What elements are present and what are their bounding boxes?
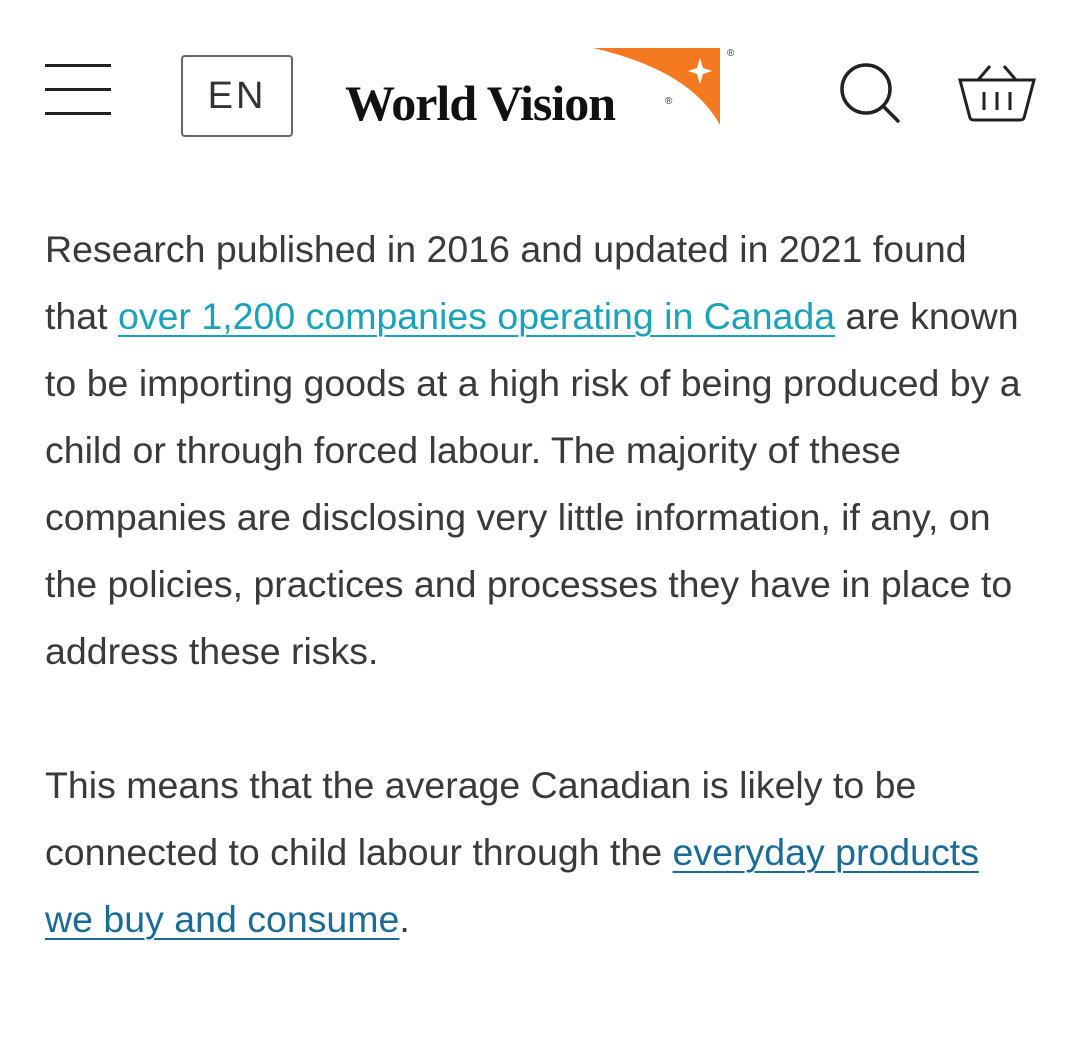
text: This means that the average Canadian is … <box>45 764 917 873</box>
cart-button[interactable] <box>958 65 1036 122</box>
site-header: EN World Vision ® ® <box>0 0 1080 180</box>
trademark: ® <box>665 96 673 107</box>
link[interactable]: over 1,200 companies operating in Canada <box>117 295 836 337</box>
link[interactable]: everyday products we buy and consume <box>45 831 979 940</box>
text: are known to be importing goods at a hig… <box>45 295 1021 672</box>
logo[interactable]: World Vision <box>345 75 616 131</box>
language-button[interactable]: EN <box>181 55 293 137</box>
paragraph: This means that the average Canadian is … <box>45 752 1035 953</box>
paragraph: Research published in 2016 and updated i… <box>45 216 1035 685</box>
header-icons <box>45 48 1036 125</box>
logo-mark <box>593 48 720 125</box>
article-body: Research published in 2016 and updated i… <box>45 216 1035 1020</box>
search-button[interactable] <box>840 63 900 123</box>
logo-star <box>688 58 712 84</box>
menu-button[interactable] <box>45 64 111 115</box>
text: Research published in 2016 and updated i… <box>45 228 967 337</box>
text: . <box>399 898 410 940</box>
trademark: ® <box>727 48 735 59</box>
